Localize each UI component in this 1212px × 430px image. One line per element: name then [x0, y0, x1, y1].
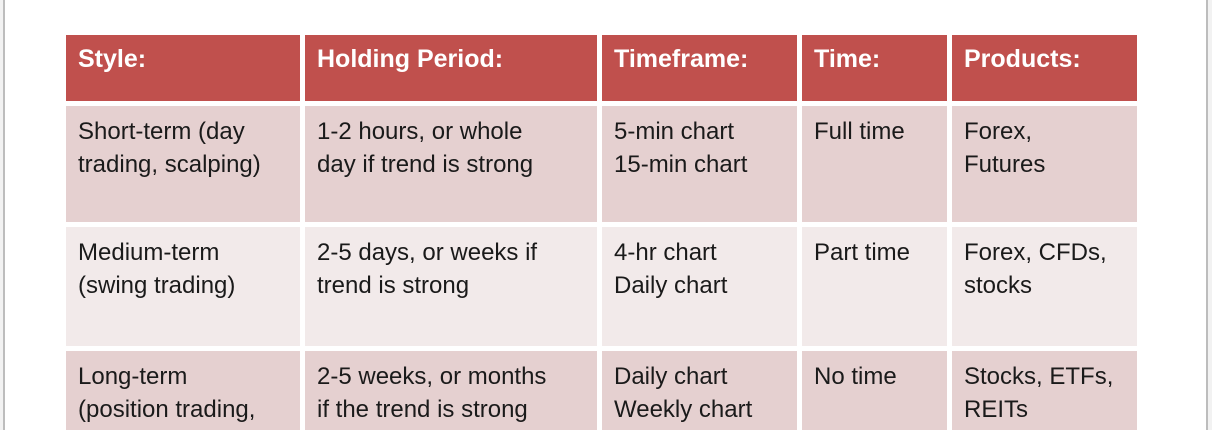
cell-mediumterm-style: Medium-term (swing trading): [66, 227, 300, 346]
page-edge-right: [1206, 0, 1212, 430]
cell-mediumterm-holding-period: 2-5 days, or weeks if trend is strong: [305, 227, 597, 346]
cell-shortterm-timeframe: 5-min chart 15-min chart: [602, 106, 797, 222]
cell-longterm-holding-period: 2-5 weeks, or months if the trend is str…: [305, 351, 597, 430]
header-cell-holding-period: Holding Period:: [305, 35, 597, 101]
cell-shortterm-time: Full time: [802, 106, 947, 222]
cell-mediumterm-time: Part time: [802, 227, 947, 346]
trading-styles-table: Style: Holding Period: Timeframe: Time: …: [66, 35, 1137, 430]
cell-longterm-products: Stocks, ETFs, REITs: [952, 351, 1137, 430]
header-cell-products: Products:: [952, 35, 1137, 101]
cell-longterm-time: No time: [802, 351, 947, 430]
cell-longterm-timeframe: Daily chart Weekly chart: [602, 351, 797, 430]
cell-shortterm-products: Forex, Futures: [952, 106, 1137, 222]
cell-mediumterm-timeframe: 4-hr chart Daily chart: [602, 227, 797, 346]
cell-shortterm-holding-period: 1-2 hours, or whole day if trend is stro…: [305, 106, 597, 222]
header-cell-time: Time:: [802, 35, 947, 101]
page-edge-left: [0, 0, 5, 430]
header-cell-timeframe: Timeframe:: [602, 35, 797, 101]
cell-shortterm-style: Short-term (day trading, scalping): [66, 106, 300, 222]
cell-longterm-style: Long-term (position trading,: [66, 351, 300, 430]
header-cell-style: Style:: [66, 35, 300, 101]
cell-mediumterm-products: Forex, CFDs, stocks: [952, 227, 1137, 346]
